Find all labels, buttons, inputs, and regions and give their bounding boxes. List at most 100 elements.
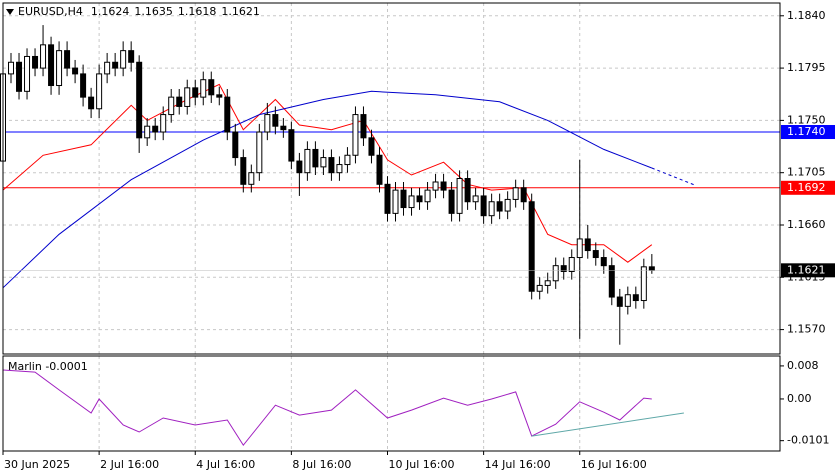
candle-body <box>648 266 655 271</box>
candle-body <box>440 181 447 191</box>
y-tick-label: 0.008 <box>787 359 819 372</box>
candle-body <box>264 114 271 133</box>
candle-body <box>560 265 567 272</box>
candle-body <box>488 201 495 217</box>
indicator-title: Marlin -0.0001 <box>8 360 88 373</box>
moving-average <box>2 90 652 289</box>
candle-body <box>336 164 343 174</box>
candle-body <box>400 189 407 209</box>
candle-body <box>240 157 247 185</box>
candle-body <box>616 296 623 307</box>
symbol: EURUSD,H4 <box>18 5 83 18</box>
moving-average <box>651 167 697 186</box>
candle-body <box>192 87 199 98</box>
x-tick-label: 8 Jul 16:00 <box>292 458 351 471</box>
candle-body <box>56 50 63 87</box>
candle-body <box>144 125 151 139</box>
candle-body <box>152 125 159 133</box>
level-label: 1.1692 <box>787 181 826 194</box>
x-tick-label: 14 Jul 16:00 <box>485 458 551 471</box>
candle-body <box>448 189 455 214</box>
candle-body <box>24 55 31 92</box>
candle-body <box>456 178 463 214</box>
candle-body <box>320 157 327 168</box>
candle-body <box>480 195 487 217</box>
candle-body <box>224 96 231 133</box>
candle-body <box>592 250 599 259</box>
y-tick-label: 1.1570 <box>787 323 826 336</box>
candle-body <box>608 265 615 298</box>
plot <box>0 25 780 447</box>
indicator-line <box>2 369 652 447</box>
candle-body <box>32 55 39 69</box>
candle-body <box>632 294 639 302</box>
ohlc-open: 1.1624 <box>91 5 130 18</box>
x-tick-label: 2 Jul 16:00 <box>100 458 159 471</box>
candle-body <box>384 183 391 214</box>
main-frame <box>2 2 781 355</box>
candle-body <box>600 257 607 267</box>
candle-body <box>96 73 103 110</box>
candle-body <box>520 187 527 203</box>
candle-body <box>528 201 535 292</box>
y-tick-label: 1.1705 <box>787 166 826 179</box>
y-tick-label: 1.1750 <box>787 113 826 126</box>
candle-body <box>48 44 55 87</box>
candle-body <box>112 61 119 69</box>
x-tick-label: 10 Jul 16:00 <box>388 458 454 471</box>
candle-body <box>280 125 287 131</box>
candle-body <box>296 160 303 174</box>
candle-body <box>8 61 15 75</box>
candle-body <box>232 131 239 159</box>
candle-body <box>568 257 575 272</box>
candle-body <box>352 114 359 156</box>
candle-body <box>216 94 223 98</box>
candle-body <box>424 189 431 203</box>
y-tick-label: -0.0101 <box>787 434 829 447</box>
y-tick-label: 1.1660 <box>787 218 826 231</box>
candle-body <box>408 195 415 209</box>
candle-body <box>160 114 167 133</box>
y-tick-label: 1.1795 <box>787 61 826 74</box>
candle-body <box>64 50 71 69</box>
candle-body <box>200 79 207 98</box>
candle-body <box>120 50 127 69</box>
candle-body <box>536 284 543 292</box>
y-tick-label: 0.00 <box>787 392 812 405</box>
y-tick-label: 1.1840 <box>787 9 826 22</box>
indicator-frame <box>2 355 781 452</box>
candle-body <box>464 178 471 203</box>
level-label-box <box>781 125 835 140</box>
candle-body <box>392 189 399 214</box>
candle-body <box>344 154 351 166</box>
candle-body <box>376 154 383 185</box>
x-tick-label: 30 Jun 2025 <box>4 458 70 471</box>
candle-body <box>104 61 111 75</box>
level-label: 1.1740 <box>787 125 826 138</box>
candle-body <box>552 265 559 282</box>
candle-body <box>416 195 423 203</box>
ohlc-low: 1.1618 <box>178 5 217 18</box>
candle-body <box>168 96 175 116</box>
candle-body <box>176 96 183 107</box>
candle-body <box>576 238 583 259</box>
candle-body <box>624 294 631 307</box>
price-label: 1.1621 <box>787 263 826 276</box>
x-tick-label: 16 Jul 16:00 <box>581 458 647 471</box>
candle-body <box>504 198 511 212</box>
candle-body <box>496 201 503 212</box>
x-tick-label: 4 Jul 16:00 <box>196 458 255 471</box>
candle-body <box>272 114 279 127</box>
ohlc-high: 1.1635 <box>134 5 173 18</box>
chart-title: EURUSD,H4 1.1624 1.1635 1.1618 1.1621 <box>18 5 260 18</box>
level-label-box <box>781 180 835 195</box>
candle-body <box>16 61 23 92</box>
candle-body <box>40 44 47 69</box>
candle-body <box>184 87 191 107</box>
candle-body <box>248 172 255 185</box>
candle-body <box>312 148 319 168</box>
candle-body <box>304 148 311 174</box>
candle-body <box>256 131 263 174</box>
candle-body <box>128 50 135 63</box>
